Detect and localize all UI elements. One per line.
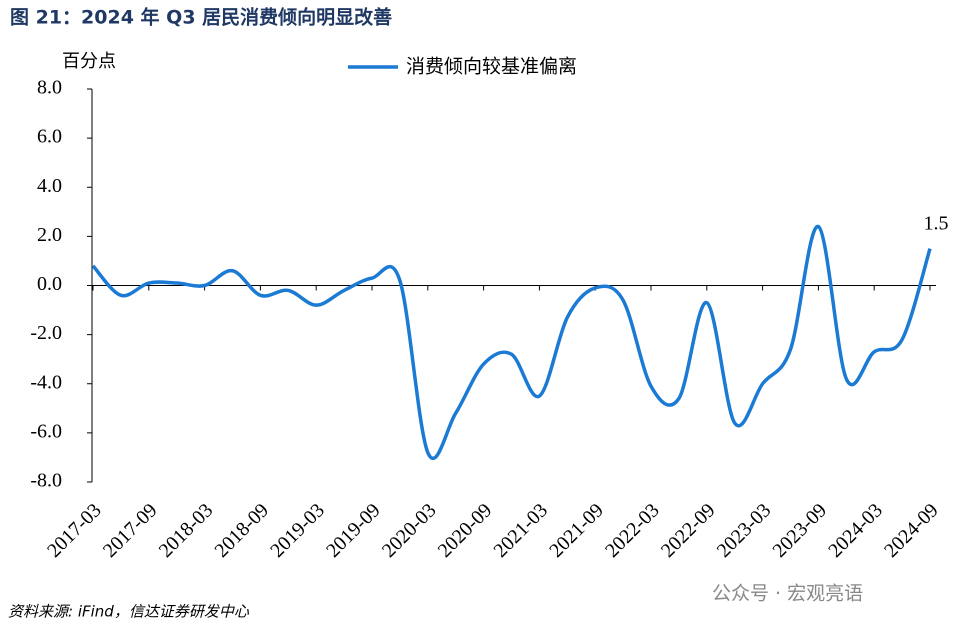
y-tick-label: -6.0 [30,420,62,442]
x-tick-label: 2020-03 [378,499,441,562]
chart-title: 图 21：2024 年 Q3 居民消费倾向明显改善 [10,6,392,29]
watermark: 公众号 · 宏观亮语 [712,583,863,605]
x-tick-label: 2022-03 [601,499,664,562]
y-tick-label: 2.0 [37,224,62,246]
x-tick-label: 2018-09 [210,499,273,562]
x-tick-label: 2019-09 [322,499,385,562]
x-tick-label: 2021-09 [545,499,608,562]
data-label: 1.5 [924,212,949,234]
y-tick-label: -8.0 [30,470,62,492]
y-axis-label: 百分点 [62,51,116,72]
legend-label: 消费倾向较基准偏离 [406,56,577,78]
line-series [91,224,932,461]
x-tick-label: 2022-09 [657,499,720,562]
x-tick-label: 2018-03 [155,499,218,562]
x-tick-label: 2021-03 [489,499,552,562]
y-tick-label: 4.0 [37,175,62,197]
y-tick-label: 6.0 [37,126,62,148]
y-tick-label: 0.0 [37,273,62,295]
y-tick-label: 8.0 [37,77,62,99]
source: 资料来源: iFind，信达证券研发中心 [8,603,250,621]
x-tick-label: 2023-09 [768,499,831,562]
x-tick-label: 2020-09 [434,499,497,562]
x-tick-label: 2019-03 [266,499,329,562]
x-tick-label: 2024-09 [880,499,943,562]
x-tick-label: 2024-03 [824,499,887,562]
x-tick-label: 2017-03 [43,499,106,562]
x-tick-label: 2023-03 [713,499,776,562]
y-tick-label: -4.0 [30,371,62,393]
x-tick-label: 2017-09 [99,499,162,562]
y-tick-label: -2.0 [30,322,62,344]
